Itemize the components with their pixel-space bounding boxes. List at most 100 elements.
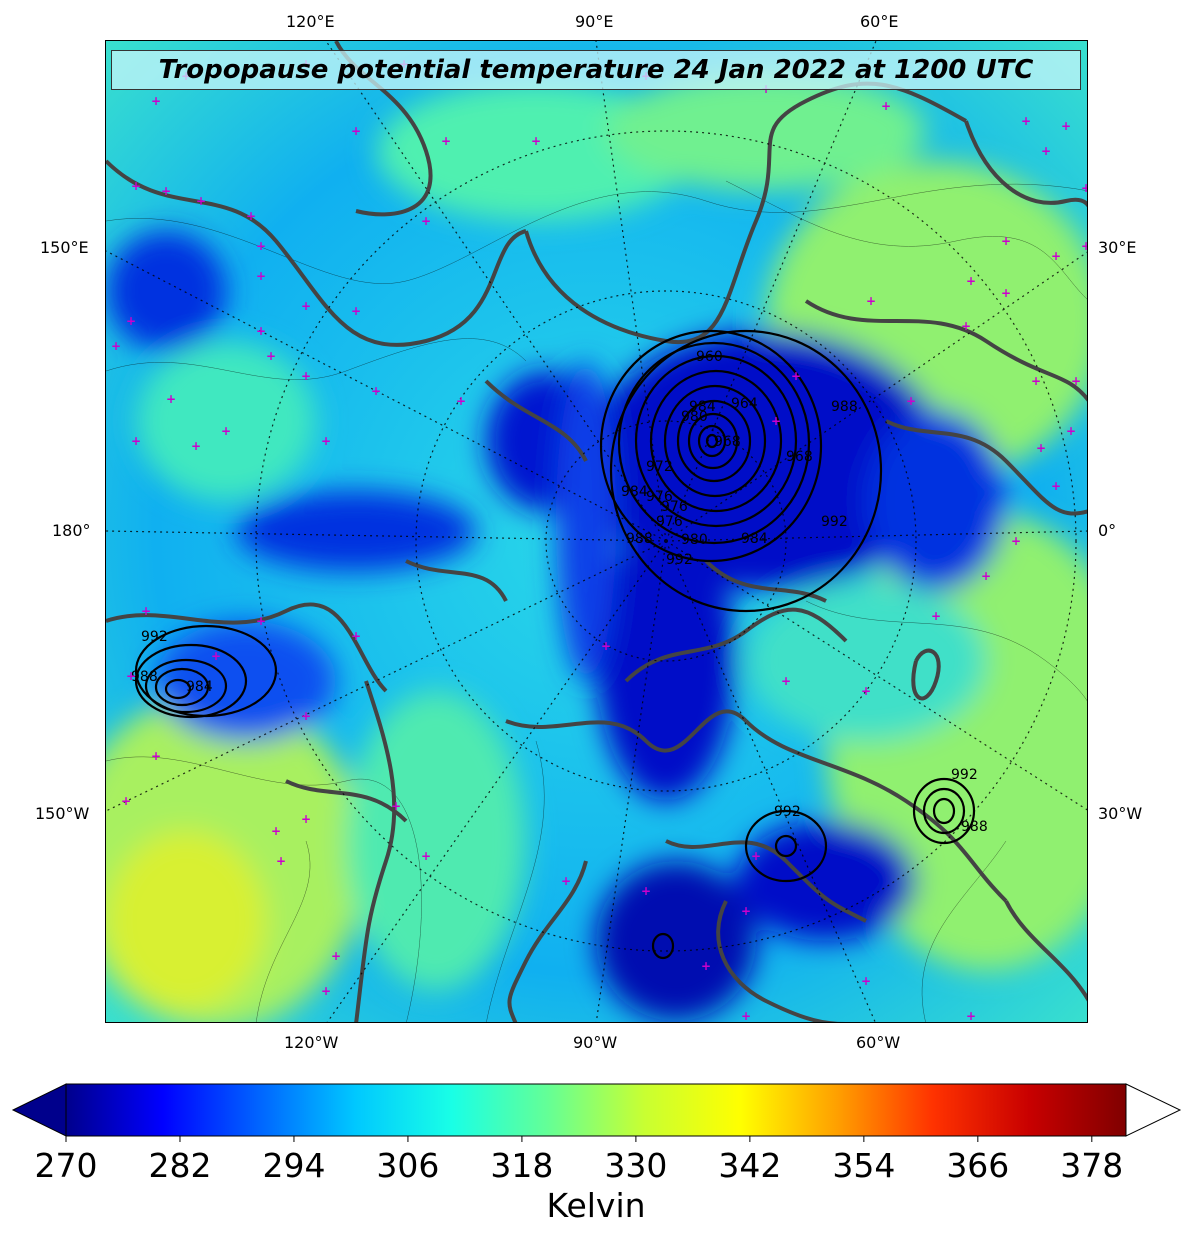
station-marker: + [966,274,976,288]
slp-label: 976 [656,514,683,530]
station-marker: + [151,749,161,763]
slp-label: 988 [626,531,653,547]
station-marker: + [741,1009,751,1023]
colorbar-ramp [65,1083,1127,1137]
title-box: Tropopause potential temperature 24 Jan … [111,50,1081,90]
colorbar-tick-label: 330 [604,1146,668,1185]
station-marker: + [211,649,221,663]
station-marker: + [981,569,991,583]
station-marker: + [771,414,781,428]
station-marker: + [781,674,791,688]
colorbar-tick-label: 366 [946,1146,1010,1185]
station-marker: + [246,209,256,223]
station-marker: + [456,394,466,408]
colorbar-tick-label: 270 [34,1146,98,1185]
station-marker: + [1081,181,1088,195]
station-marker: + [266,349,276,363]
station-marker: + [881,99,891,113]
lon-label-bottom: 120°W [284,1033,339,1052]
station-marker: + [421,849,431,863]
station-marker: + [221,424,231,438]
colorbar-tick-label: 318 [490,1146,554,1185]
station-marker: + [531,134,541,148]
station-marker: + [271,824,281,838]
slp-contours [134,329,976,960]
station-marker: + [1001,286,1011,300]
graticule [106,41,1087,1022]
station-marker: + [351,124,361,138]
station-marker: + [961,319,971,333]
station-marker: + [1021,114,1031,128]
map-title: Tropopause potential temperature 24 Jan … [158,55,1034,85]
colorbar-tick-label: 378 [1060,1146,1124,1185]
slp-label: 992 [141,629,168,645]
slp-label: 984 [741,531,768,547]
station-marker: + [741,904,751,918]
lon-label-left: 150°W [35,804,90,823]
map-panel: 992 988 984 980 976 972 968 964 960 992 … [105,40,1088,1023]
station-marker: + [1071,374,1081,388]
station-marker: + [301,812,311,826]
station-marker: + [641,884,651,898]
slp-label: 984 [621,484,648,500]
station-marker: + [256,614,266,628]
slp-label: 980 [681,409,708,425]
station-marker: + [141,604,151,618]
station-marker: + [861,684,871,698]
slp-label: 980 [681,532,708,548]
lon-label-right: 30°W [1098,804,1143,823]
station-marker: + [1001,234,1011,248]
station-marker: + [701,959,711,973]
lon-label-right: 30°E [1098,238,1137,257]
colorbar-unit-label: Kelvin [546,1186,646,1225]
slp-labels: 992 988 984 980 976 972 968 964 960 992 … [131,349,988,835]
station-marker: + [256,269,266,283]
station-marker: + [561,874,571,888]
station-marker: + [276,854,286,868]
station-marker: + [131,179,141,193]
station-marker: + [1061,119,1071,133]
station-marker: + [321,434,331,448]
colorbar-tick-label: 342 [718,1146,782,1185]
station-marker: + [966,1009,976,1023]
colorbar-low-extend [11,1083,67,1137]
tropopause-theta-map: 992 988 984 980 976 972 968 964 960 992 … [106,41,1088,1023]
lon-label-top: 90°E [575,12,614,31]
station-marker: + [391,799,401,813]
station-marker: + [1051,249,1061,263]
lon-label-right: 0° [1098,521,1117,540]
station-marker: + [126,314,136,328]
station-marker: + [351,629,361,643]
slp-label: 988 [131,669,158,685]
station-marker: + [331,949,341,963]
station-marker: + [1011,534,1021,548]
slp-label: 984 [689,399,716,415]
station-marker: + [161,184,171,198]
slp-label: 992 [951,767,978,783]
slp-label: 968 [714,434,741,450]
station-marker: + [371,384,381,398]
station-marker: + [1051,479,1061,493]
lon-label-left: 180° [52,521,91,540]
slp-label: 988 [831,399,858,415]
station-marker: + [1066,424,1076,438]
station-marker: + [866,294,876,308]
lon-label-top: 60°E [860,12,899,31]
station-marker: + [256,239,266,253]
station-marker: + [351,304,361,318]
station-marker: + [301,299,311,313]
station-marker: + [131,434,141,448]
colorbar-tick-label: 294 [262,1146,326,1185]
slp-label: 992 [774,804,801,820]
station-marker: + [111,339,121,353]
colorbar-tick-label: 282 [148,1146,212,1185]
lon-label-left: 150°E [40,238,89,257]
station-marker: + [191,439,201,453]
station-marker: + [931,609,941,623]
theta-field [106,71,1087,1022]
station-marker: + [126,669,136,683]
station-marker: + [1031,374,1041,388]
station-marker: + [301,709,311,723]
slp-label: 992 [821,514,848,530]
slp-label: 964 [731,396,758,412]
